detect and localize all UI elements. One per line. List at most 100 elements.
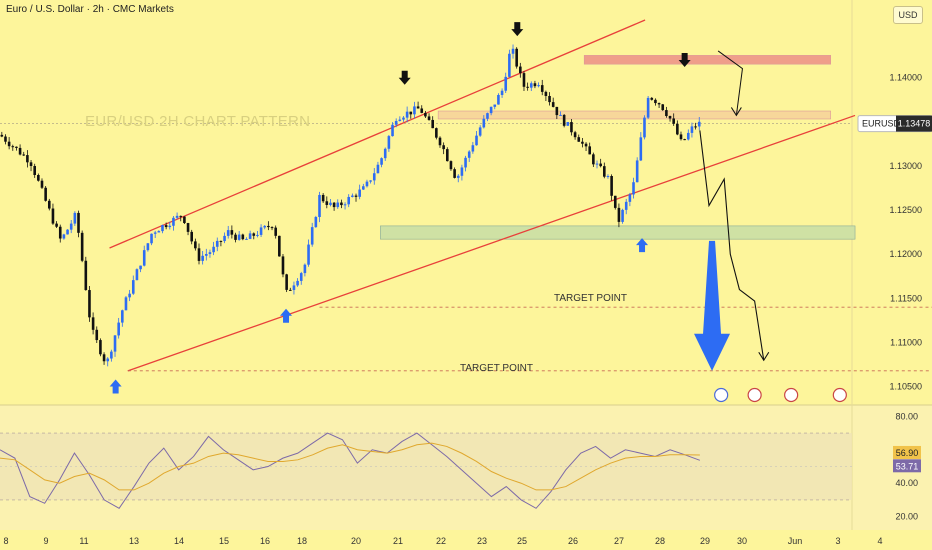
symbol-tag-symbol: EURUSD: [862, 119, 901, 129]
candle-body: [372, 173, 376, 181]
candle-body: [296, 280, 299, 286]
currency-button[interactable]: USD: [893, 6, 923, 24]
candle-body: [226, 230, 230, 236]
rsi-line: [0, 432, 701, 509]
candle-body: [223, 235, 226, 242]
candle-body: [551, 102, 555, 107]
candle-body: [456, 175, 460, 178]
candle-body: [668, 116, 672, 119]
candle-body: [197, 248, 201, 261]
candle-body: [416, 106, 420, 109]
rsi-tick-label: 80.00: [895, 411, 918, 421]
candle-body: [566, 122, 570, 126]
price-tag-bg: [896, 115, 932, 132]
candle-body: [259, 227, 263, 235]
candle-body: [205, 253, 208, 256]
candle-body: [179, 215, 183, 217]
candle-body: [288, 289, 292, 291]
candle-body: [270, 227, 274, 229]
candle-body: [522, 73, 526, 87]
candle-body: [449, 161, 453, 170]
candle-body: [632, 182, 635, 195]
candle-body: [493, 104, 497, 107]
resistance-zone: [437, 110, 831, 120]
candle-body: [526, 86, 529, 88]
candle-body: [340, 202, 343, 206]
candle-body: [500, 90, 504, 95]
x-tick-label: 22: [436, 536, 446, 546]
black-down-marker: [678, 53, 691, 68]
candle-body: [621, 209, 624, 222]
candle-body: [88, 290, 91, 318]
candle-body: [603, 166, 606, 177]
candle-body: [519, 66, 522, 74]
x-tick-label: Jun: [788, 536, 803, 546]
candle-body: [40, 180, 44, 188]
candle-body: [482, 118, 486, 128]
candle-body: [110, 351, 113, 359]
rsi-value-tag: [893, 459, 921, 473]
candle-body: [365, 181, 369, 187]
price-tick-label: 1.14000: [889, 72, 922, 82]
candle-body: [504, 76, 508, 91]
candle-body: [380, 158, 383, 165]
candle-body: [398, 119, 402, 121]
candle-body: [478, 127, 482, 136]
candle-body: [51, 208, 55, 224]
projected-path: [699, 130, 765, 361]
candle-body: [11, 146, 15, 148]
candle-body: [435, 128, 438, 138]
price-tick-label: 1.12500: [889, 205, 922, 215]
candle-body: [168, 225, 172, 228]
rsi-ma-value-tag: [893, 445, 921, 459]
candle-body: [427, 116, 431, 120]
candle-body: [537, 85, 540, 87]
candle-body: [592, 154, 595, 165]
candle-body: [555, 106, 559, 116]
candle-body: [584, 143, 588, 147]
candle-body: [95, 329, 99, 341]
candle-body: [102, 354, 106, 362]
resistance-zone: [583, 55, 832, 65]
candle-body: [606, 176, 610, 178]
x-tick-label: 4: [877, 536, 882, 546]
candle-body: [617, 207, 621, 222]
target-point-lower-label: TARGET POINT: [460, 363, 533, 374]
candle-body: [657, 103, 661, 105]
candle-body: [489, 106, 493, 114]
candle-body: [694, 126, 697, 128]
projected-path-arrowhead: [758, 351, 770, 362]
candle-body: [318, 194, 321, 218]
candle-body: [117, 322, 120, 336]
candle-body: [153, 232, 157, 234]
candle-body: [146, 243, 150, 251]
x-tick-label: 26: [568, 536, 578, 546]
black-down-marker: [398, 70, 411, 85]
x-tick-label: 3: [835, 536, 840, 546]
candle-body: [697, 121, 701, 127]
price-tick-label: 1.12000: [889, 249, 922, 259]
candle-body: [676, 123, 679, 135]
candle-body: [99, 340, 102, 355]
candle-body: [66, 229, 69, 235]
event-flag-icon: [832, 387, 847, 403]
price-tick-label: 1.11500: [890, 293, 922, 303]
candle-body: [274, 227, 277, 236]
candle-body: [219, 240, 223, 242]
candle-body: [26, 155, 29, 163]
x-axis-bg: [0, 530, 932, 550]
x-tick-label: 28: [655, 536, 665, 546]
candle-body: [624, 201, 628, 210]
candle-body: [69, 223, 73, 230]
candle-body: [215, 240, 219, 247]
candle-body: [446, 149, 449, 162]
candle-body: [515, 48, 518, 67]
candle-body: [150, 233, 153, 244]
candle-body: [164, 225, 168, 228]
candle-body: [544, 91, 548, 96]
rsi-ma-line: [0, 442, 700, 491]
candle-body: [467, 151, 471, 158]
candle-body: [672, 118, 675, 124]
